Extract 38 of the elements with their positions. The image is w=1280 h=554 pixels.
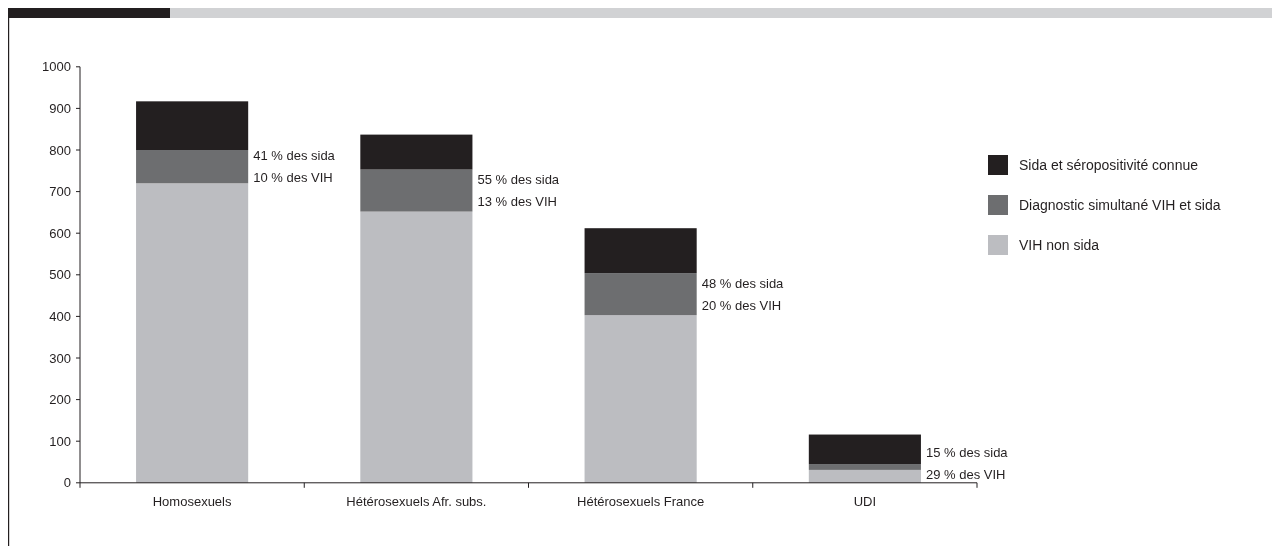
annotation: 41 % des sida [253, 148, 336, 164]
y-tick-label: 800 [49, 142, 71, 158]
annotation: 10 % des VIH [253, 170, 333, 186]
y-tick-label: 300 [49, 350, 71, 366]
bar [136, 150, 249, 184]
annotation: 55 % des sida [477, 172, 560, 188]
bar [136, 183, 249, 483]
bar [808, 464, 921, 470]
y-tick-label: 100 [49, 433, 71, 449]
x-tick-label: UDI [853, 493, 877, 509]
x-tick-label: Hétérosexuels France [577, 493, 705, 509]
y-tick-label: 400 [49, 308, 71, 324]
annotation: 20 % des VIH [701, 297, 782, 313]
bar [584, 315, 697, 483]
y-tick-label: 200 [49, 392, 71, 408]
annotation: 13 % des VIH [477, 194, 557, 210]
legend-label: VIH non sida [1019, 236, 1100, 253]
y-tick-label: 900 [49, 100, 71, 116]
bar [584, 228, 697, 274]
y-tick-label: 700 [49, 184, 71, 200]
annotation: 48 % des sida [701, 275, 785, 291]
y-tick-label: 1000 [42, 59, 71, 75]
legend-label: Diagnostic simultané VIH et sida [1019, 196, 1221, 213]
x-tick-label: Hétérosexuels Afr. subs. [346, 493, 487, 509]
bar [136, 101, 249, 150]
y-tick-label: 0 [63, 475, 71, 491]
bar [808, 434, 921, 465]
bar [360, 134, 473, 170]
bar [360, 169, 473, 212]
bar [584, 273, 697, 316]
annotation: 29 % des VIH [925, 467, 1006, 483]
bar [808, 469, 921, 483]
annotation: 15 % des sida [925, 445, 1009, 461]
x-tick-label: Homosexuels [152, 493, 232, 509]
bar [360, 211, 473, 483]
y-tick-label: 500 [49, 267, 71, 283]
legend-label: Sida et séropositivité connue [1019, 156, 1199, 173]
y-tick-label: 600 [49, 225, 71, 241]
